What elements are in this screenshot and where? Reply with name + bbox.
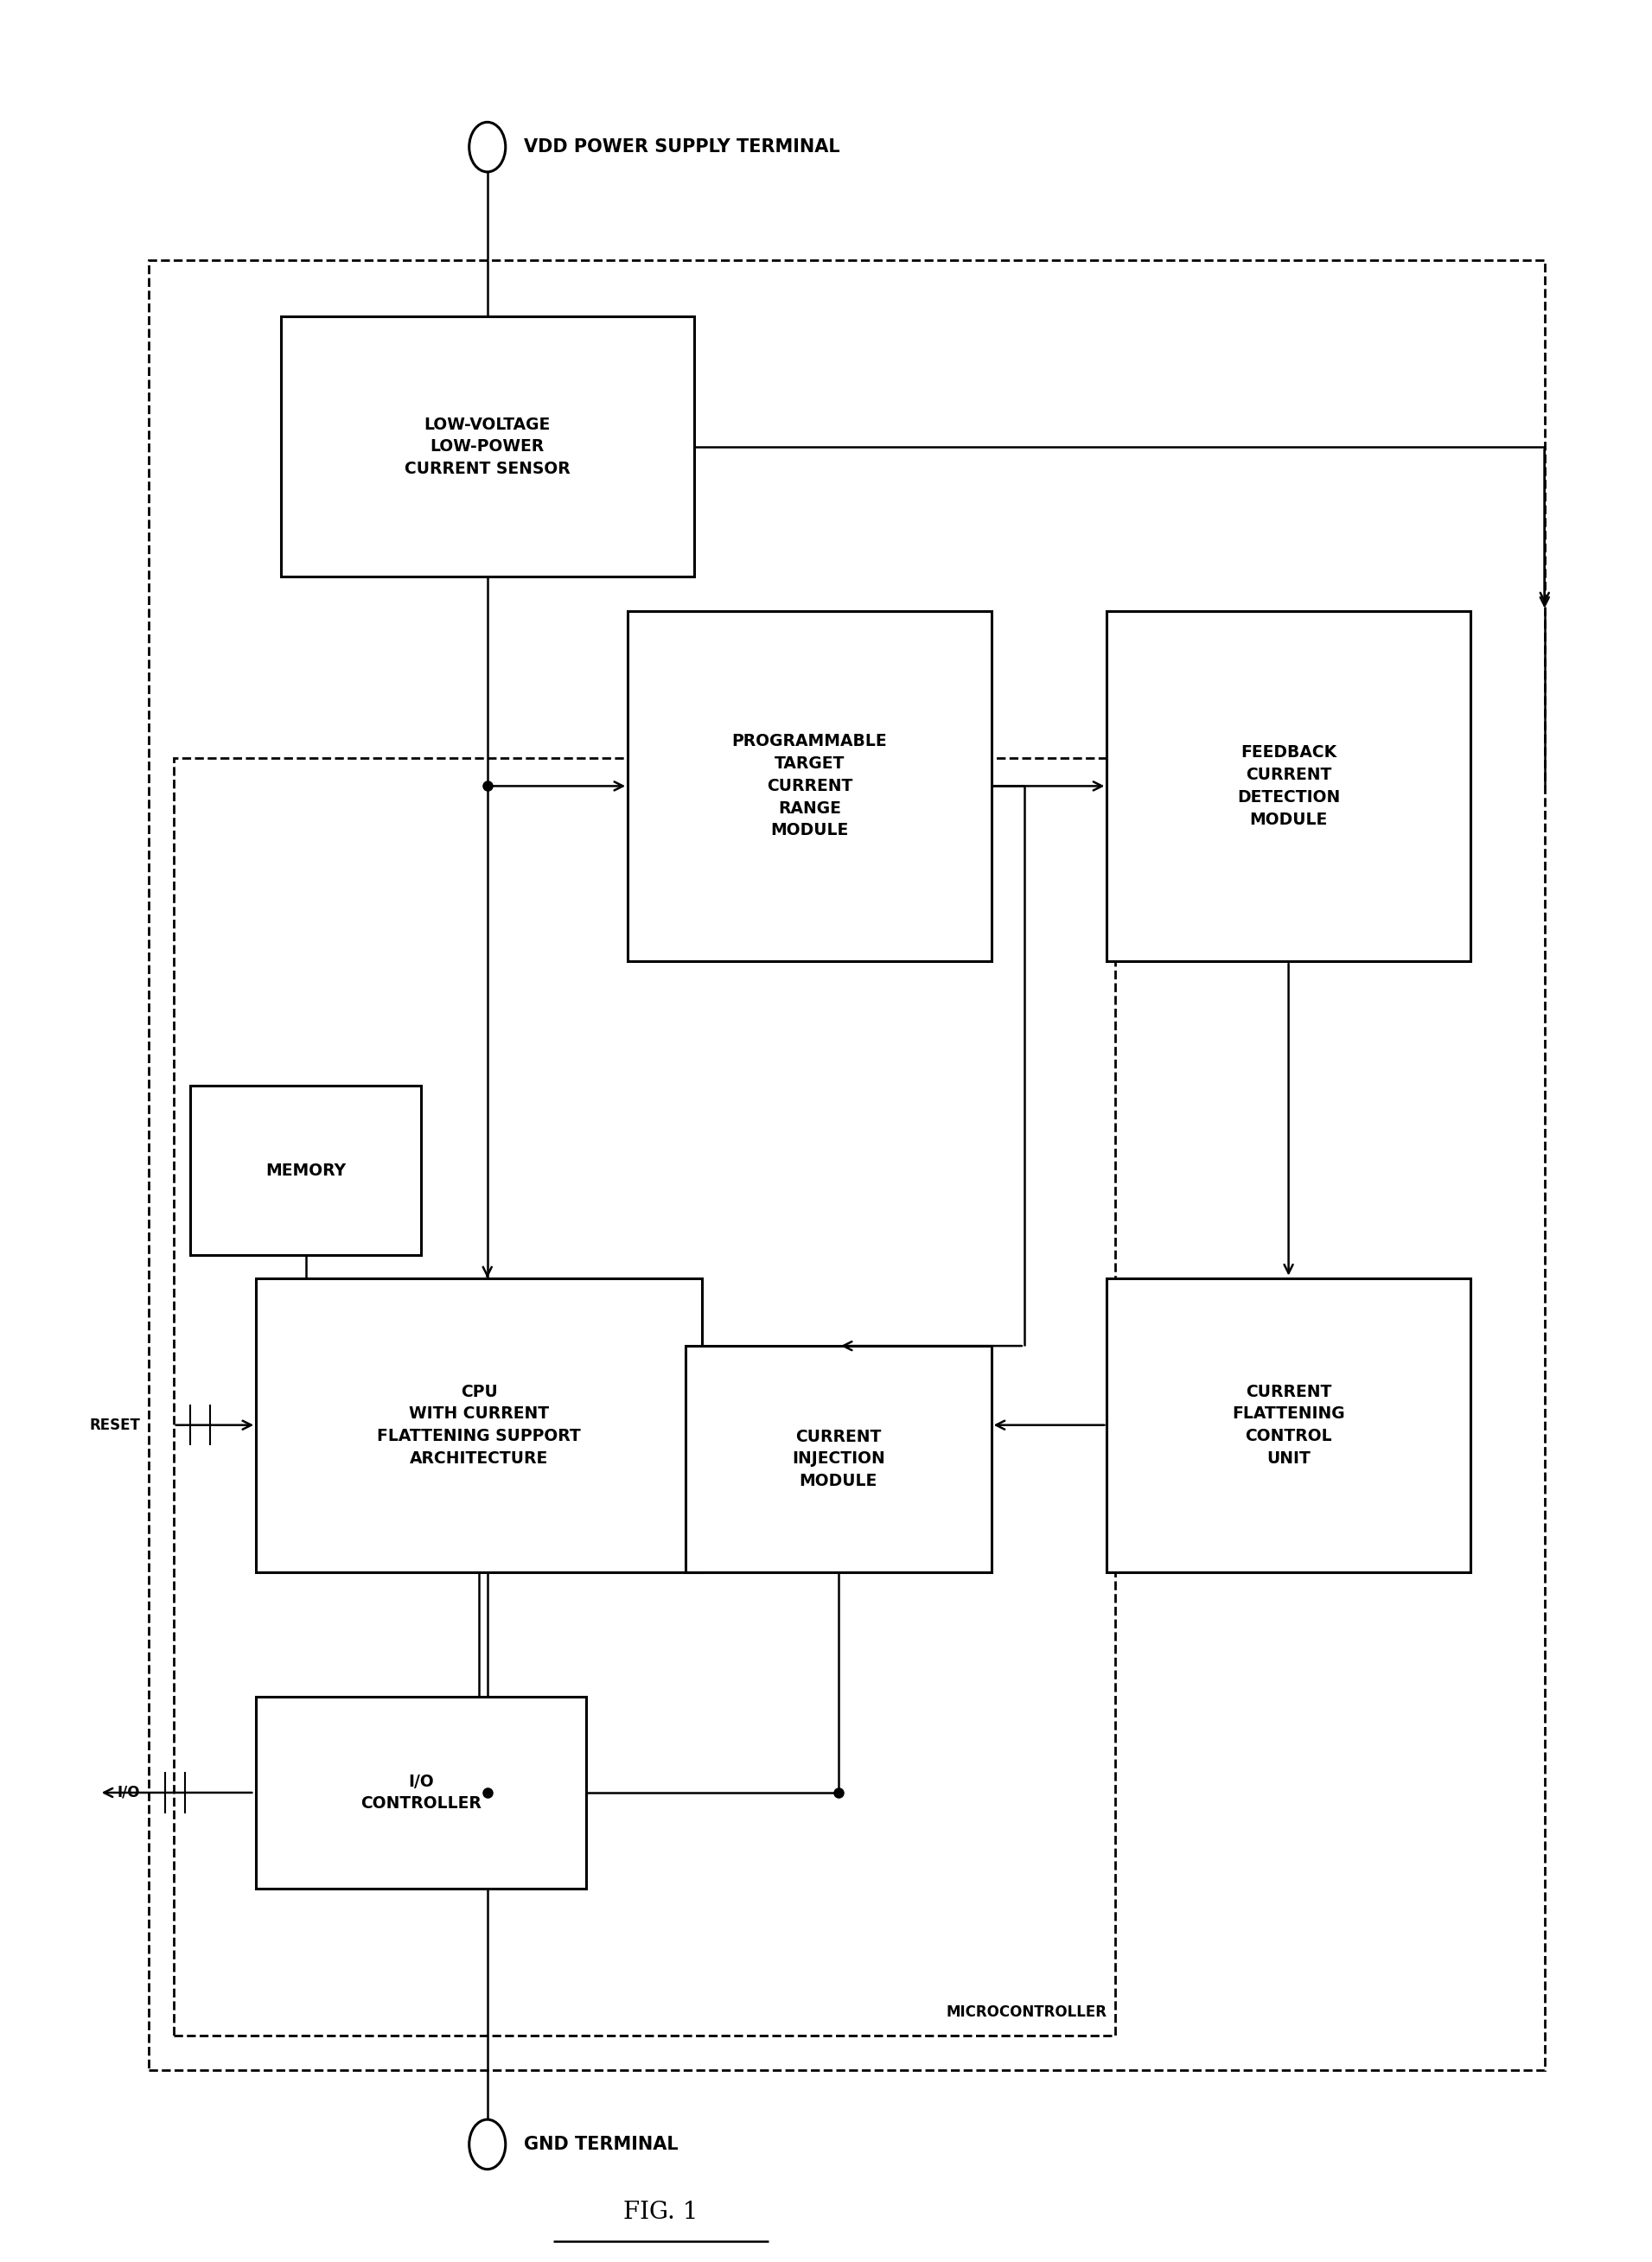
Text: I/O: I/O (117, 1785, 140, 1801)
Bar (1107, 611, 1470, 961)
Text: LOW-VOLTAGE
LOW-POWER
CURRENT SENSOR: LOW-VOLTAGE LOW-POWER CURRENT SENSOR (405, 416, 570, 477)
Bar (628, 611, 991, 961)
Bar (173, 758, 1115, 2036)
Text: FIG. 1: FIG. 1 (623, 2201, 699, 2224)
Bar (1107, 1278, 1470, 1572)
Text: GND TERMINAL: GND TERMINAL (524, 2135, 677, 2153)
Text: MEMORY: MEMORY (266, 1163, 345, 1179)
Bar (256, 1278, 702, 1572)
Text: CPU
WITH CURRENT
FLATTENING SUPPORT
ARCHITECTURE: CPU WITH CURRENT FLATTENING SUPPORT ARCH… (377, 1384, 582, 1466)
Bar (190, 1086, 421, 1255)
Text: VDD POWER SUPPLY TERMINAL: VDD POWER SUPPLY TERMINAL (524, 138, 839, 156)
Text: CURRENT
FLATTENING
CONTROL
UNIT: CURRENT FLATTENING CONTROL UNIT (1232, 1384, 1345, 1466)
Text: FEEDBACK
CURRENT
DETECTION
MODULE: FEEDBACK CURRENT DETECTION MODULE (1237, 744, 1340, 828)
Bar (149, 260, 1545, 2070)
Text: PROGRAMMABLE
TARGET
CURRENT
RANGE
MODULE: PROGRAMMABLE TARGET CURRENT RANGE MODULE (732, 733, 887, 839)
Bar (281, 317, 694, 577)
Bar (256, 1696, 586, 1889)
Text: MICROCONTROLLER: MICROCONTROLLER (947, 2004, 1107, 2020)
Text: I/O
CONTROLLER: I/O CONTROLLER (360, 1773, 482, 1812)
Text: RESET: RESET (89, 1418, 140, 1432)
Bar (686, 1346, 991, 1572)
Text: CURRENT
INJECTION
MODULE: CURRENT INJECTION MODULE (791, 1430, 885, 1488)
